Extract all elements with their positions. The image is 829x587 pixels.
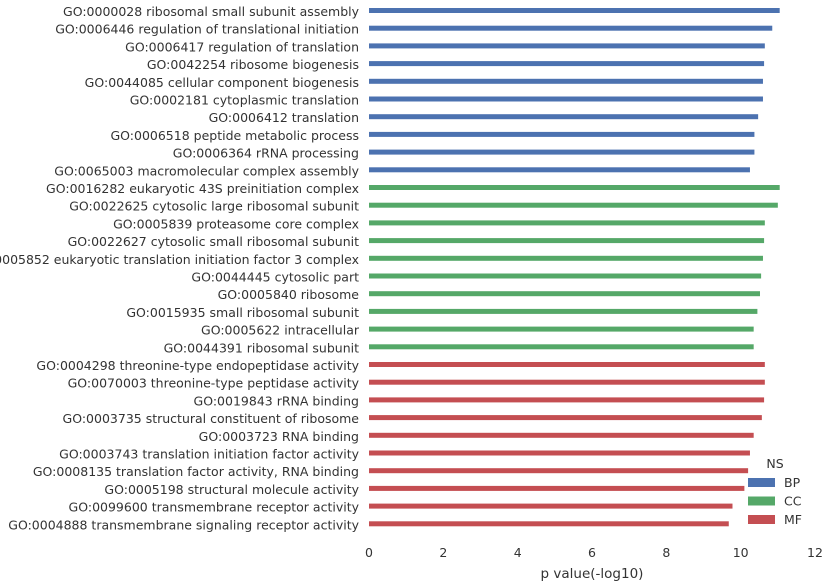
- y-tick-label: GO:0004298 threonine-type endopeptidase …: [36, 358, 359, 373]
- y-axis-labels: GO:0000028 ribosomal small subunit assem…: [0, 4, 360, 532]
- legend-swatch: [748, 515, 775, 524]
- x-tick-label: 2: [439, 545, 447, 560]
- y-tick-label: GO:0000028 ribosomal small subunit assem…: [63, 4, 360, 19]
- bars-layer: [369, 8, 780, 527]
- bar: [369, 8, 780, 13]
- x-tick-label: 12: [807, 545, 823, 560]
- bar: [369, 379, 765, 385]
- bar: [369, 308, 758, 314]
- y-tick-label: GO:0016282 eukaryotic 43S preinitiation …: [46, 181, 359, 196]
- bar: [369, 96, 763, 102]
- y-tick-label: GO:0003743 translation initiation factor…: [59, 447, 359, 462]
- x-tick-label: 6: [588, 545, 596, 560]
- bar: [369, 344, 754, 350]
- y-tick-label: GO:0099600 transmembrane receptor activi…: [69, 500, 360, 515]
- y-tick-label: GO:0006364 rRNA processing: [173, 146, 359, 161]
- y-tick-label: GO:0022625 cytosolic large ribosomal sub…: [69, 199, 359, 214]
- y-tick-label: GO:0044445 cytosolic part: [191, 270, 359, 285]
- legend-label: BP: [784, 475, 801, 490]
- y-tick-label: GO:0065003 macromolecular complex assemb…: [54, 163, 359, 178]
- y-tick-label: GO:0006518 peptide metabolic process: [110, 128, 359, 143]
- y-tick-label: GO:0003723 RNA binding: [199, 429, 359, 444]
- legend-label: CC: [784, 494, 802, 509]
- bar: [369, 521, 729, 527]
- y-tick-label: GO:0006412 translation: [209, 110, 359, 125]
- bar: [369, 255, 763, 261]
- bar: [369, 291, 760, 297]
- bar: [369, 202, 778, 208]
- bar: [369, 432, 754, 438]
- y-tick-label: GO:0015935 small ribosomal subunit: [126, 305, 359, 320]
- bar: [369, 131, 755, 137]
- y-tick-label: GO:0006417 regulation of translation: [125, 39, 359, 54]
- x-tick-label: 10: [733, 545, 749, 560]
- y-tick-label: GO:0002181 cytoplasmic translation: [130, 93, 359, 108]
- bar: [369, 326, 754, 332]
- y-tick-label: GO:0042254 ribosome biogenesis: [147, 57, 359, 72]
- x-axis-ticks: 0 2 4 6 8 10 12: [365, 545, 823, 560]
- bar: [369, 503, 733, 509]
- y-tick-label: GO:0022627 cytosolic small ribosomal sub…: [68, 234, 360, 249]
- legend-label: MF: [784, 512, 802, 527]
- y-tick-label: GO:0005839 proteasome core complex: [113, 216, 359, 231]
- y-tick-label: GO:0004888 transmembrane signaling recep…: [8, 517, 359, 532]
- x-tick-label: 0: [365, 545, 373, 560]
- y-tick-label: GO:0019843 rRNA binding: [194, 393, 359, 408]
- y-tick-label: GO:0005852 eukaryotic translation initia…: [0, 252, 359, 267]
- bar: [369, 25, 773, 31]
- y-tick-label: GO:0005840 ribosome: [218, 287, 360, 302]
- x-axis-label: p value(-log10): [541, 566, 644, 582]
- bar: [369, 468, 749, 474]
- bar: [369, 61, 765, 67]
- y-tick-label: GO:0005198 structural molecule activity: [104, 482, 359, 497]
- y-tick-label: GO:0044085 cellular component biogenesis: [85, 75, 359, 90]
- bar: [369, 114, 759, 120]
- legend-swatch: [748, 496, 775, 506]
- x-tick-label: 4: [514, 545, 522, 560]
- bar: [369, 43, 765, 49]
- legend-swatch: [748, 478, 775, 487]
- bar: [369, 415, 762, 421]
- y-tick-label: GO:0003735 structural constituent of rib…: [63, 411, 360, 426]
- y-tick-label: GO:0005622 intracellular: [201, 323, 360, 338]
- bar: [369, 362, 765, 367]
- bar: [369, 238, 765, 244]
- bar: [369, 220, 765, 226]
- y-tick-label: GO:0006446 regulation of translational i…: [55, 22, 359, 37]
- y-tick-label: GO:0044391 ribosomal subunit: [164, 340, 359, 355]
- y-tick-label: GO:0008135 translation factor activity, …: [33, 464, 359, 479]
- x-tick-label: 8: [662, 545, 670, 560]
- bar: [369, 485, 745, 491]
- bar: [369, 78, 763, 84]
- bar: [369, 273, 762, 279]
- bar: [369, 167, 750, 173]
- bar: [369, 397, 765, 403]
- bar: [369, 185, 780, 190]
- y-tick-label: GO:0070003 threonine-type peptidase acti…: [68, 376, 360, 391]
- bar: [369, 149, 755, 155]
- legend-title: NS: [766, 456, 783, 471]
- bar: [369, 450, 750, 456]
